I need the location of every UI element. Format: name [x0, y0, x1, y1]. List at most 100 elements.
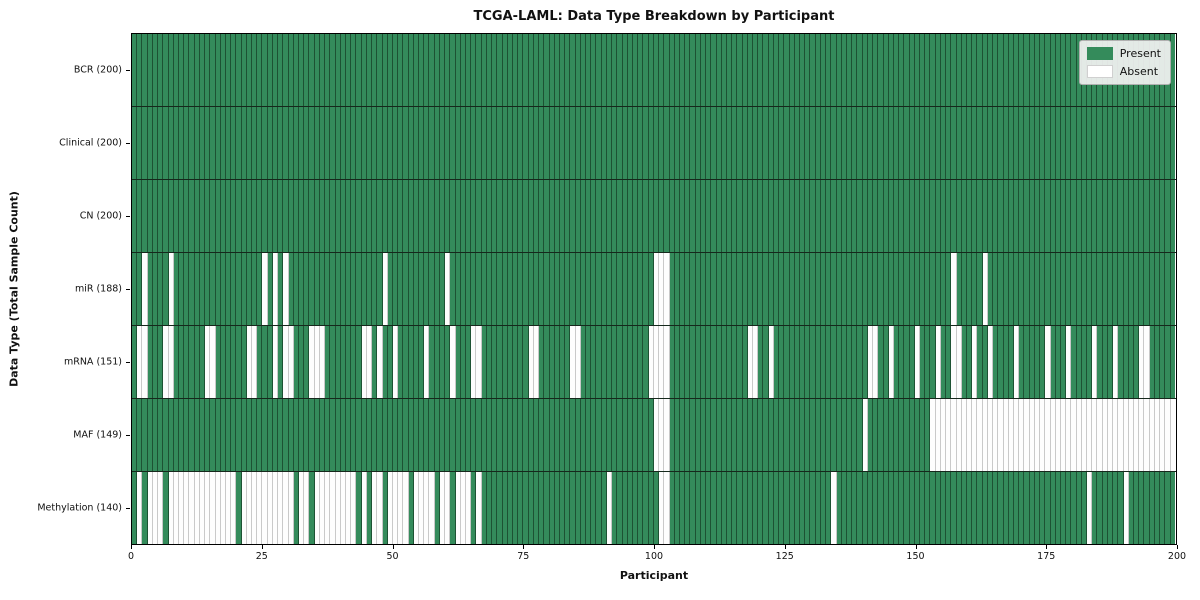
- heatmap-cell: [930, 34, 936, 106]
- heatmap-cell: [403, 472, 409, 544]
- heatmap-cell: [486, 253, 493, 325]
- heatmap-cell: [893, 180, 900, 252]
- heatmap-cell: [319, 253, 326, 325]
- heatmap-cell: [904, 107, 910, 179]
- heatmap-cell: [137, 253, 143, 325]
- heatmap-cell: [695, 326, 701, 398]
- heatmap-cell: [1066, 472, 1072, 544]
- heatmap-cell: [387, 107, 393, 179]
- heatmap-cell: [690, 34, 696, 106]
- heatmap-cell: [716, 472, 722, 544]
- heatmap-cell: [278, 107, 284, 179]
- heatmap-cell: [152, 472, 159, 544]
- heatmap-cell: [664, 34, 670, 106]
- heatmap-plot-area: [131, 33, 1177, 545]
- heatmap-cell: [132, 472, 138, 544]
- heatmap-cell: [152, 326, 159, 398]
- heatmap-cell: [142, 34, 148, 106]
- heatmap-cell: [481, 472, 487, 544]
- heatmap-cell: [512, 107, 519, 179]
- heatmap-cell: [330, 34, 336, 106]
- heatmap-cell: [1123, 253, 1129, 325]
- heatmap-cell: [194, 472, 200, 544]
- heatmap-cell: [606, 399, 613, 471]
- heatmap-cell: [283, 34, 289, 106]
- heatmap-cell: [236, 107, 242, 179]
- heatmap-cell: [356, 107, 362, 179]
- heatmap-cell: [669, 399, 675, 471]
- heatmap-cell: [387, 399, 393, 471]
- heatmap-cell: [867, 472, 874, 544]
- heatmap-cell: [1097, 107, 1103, 179]
- heatmap-cell: [178, 107, 185, 179]
- heatmap-cell: [325, 253, 331, 325]
- heatmap-cell: [205, 253, 211, 325]
- heatmap-cell: [507, 399, 513, 471]
- heatmap-cell: [747, 326, 754, 398]
- heatmap-cell: [685, 472, 691, 544]
- heatmap-cell: [888, 326, 894, 398]
- heatmap-cell: [867, 34, 874, 106]
- heatmap-cell: [1076, 399, 1082, 471]
- heatmap-cell: [1050, 399, 1056, 471]
- heatmap-cell: [1118, 326, 1124, 398]
- heatmap-cell: [215, 472, 221, 544]
- heatmap-cell: [721, 472, 727, 544]
- heatmap-cell: [972, 107, 978, 179]
- heatmap-cell: [523, 180, 529, 252]
- heatmap-cell: [262, 34, 268, 106]
- heatmap-cell: [471, 180, 477, 252]
- heatmap-cell: [784, 107, 790, 179]
- heatmap-cell: [445, 399, 451, 471]
- heatmap-cell: [1040, 253, 1046, 325]
- heatmap-cell: [669, 253, 675, 325]
- heatmap-cell: [873, 180, 879, 252]
- heatmap-cell: [403, 34, 409, 106]
- heatmap-cell: [507, 326, 513, 398]
- heatmap-cell: [987, 34, 994, 106]
- heatmap-cell: [820, 326, 827, 398]
- heatmap-cell: [622, 253, 628, 325]
- heatmap-cell: [695, 399, 701, 471]
- heatmap-cell: [408, 34, 414, 106]
- heatmap-cell: [1128, 107, 1134, 179]
- heatmap-cell: [225, 107, 232, 179]
- heatmap-cell: [893, 34, 900, 106]
- heatmap-cell: [967, 253, 973, 325]
- heatmap-cell: [753, 399, 759, 471]
- heatmap-cell: [132, 399, 138, 471]
- heatmap-cell: [497, 180, 503, 252]
- heatmap-cell: [925, 180, 931, 252]
- heatmap-cell: [930, 180, 936, 252]
- heatmap-cell: [439, 180, 446, 252]
- heatmap-cell: [142, 399, 148, 471]
- heatmap-cell: [366, 326, 373, 398]
- heatmap-cell: [434, 253, 440, 325]
- heatmap-cell: [800, 107, 806, 179]
- heatmap-cell: [909, 180, 915, 252]
- heatmap-cell: [826, 472, 832, 544]
- heatmap-cell: [638, 399, 644, 471]
- heatmap-cell: [648, 180, 654, 252]
- heatmap-cell: [559, 253, 566, 325]
- heatmap-cell: [982, 34, 988, 106]
- heatmap-cell: [523, 253, 529, 325]
- heatmap-cell: [1060, 472, 1067, 544]
- heatmap-cell: [372, 472, 378, 544]
- heatmap-cell: [737, 34, 743, 106]
- heatmap-cell: [366, 34, 373, 106]
- heatmap-cell: [768, 34, 774, 106]
- heatmap-cell: [1092, 180, 1098, 252]
- heatmap-cell: [1144, 326, 1150, 398]
- heatmap-cell: [914, 472, 921, 544]
- heatmap-cell: [199, 326, 206, 398]
- heatmap-cell: [586, 326, 592, 398]
- heatmap-cell: [199, 107, 206, 179]
- heatmap-cell: [189, 472, 195, 544]
- heatmap-cell: [481, 253, 487, 325]
- heatmap-cell: [940, 253, 947, 325]
- heatmap-cell: [1034, 34, 1041, 106]
- heatmap-cell: [961, 107, 967, 179]
- heatmap-cell: [502, 34, 508, 106]
- heatmap-cell: [904, 326, 910, 398]
